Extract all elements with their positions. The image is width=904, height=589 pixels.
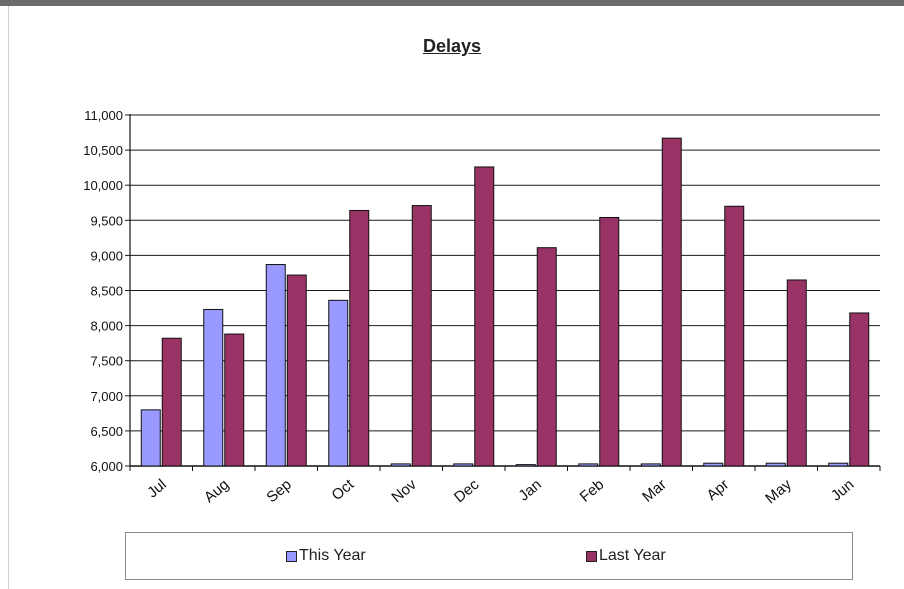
chart-title: Delays — [422, 36, 482, 56]
bar-last-year — [411, 205, 432, 467]
x-tick-label: Mar — [639, 476, 670, 506]
bar-this-year — [765, 462, 786, 467]
legend-item-this-year: This Year — [286, 547, 366, 565]
bar-last-year — [349, 209, 370, 467]
bar-this-year — [515, 464, 536, 467]
bar-last-year — [786, 279, 807, 467]
y-tick-label: 8,500 — [90, 284, 123, 299]
y-tick-label: 6,500 — [90, 424, 123, 439]
bar-last-year — [286, 274, 307, 467]
x-tick-label: Dec — [451, 476, 483, 506]
bar-this-year — [203, 308, 224, 467]
bar-this-year — [578, 463, 599, 467]
y-tick-label: 10,500 — [83, 143, 123, 158]
bar-this-year — [703, 462, 724, 467]
x-tick-label: Aug — [201, 476, 232, 506]
legend-swatch-last-year — [586, 550, 597, 562]
window-top-bar — [0, 0, 904, 6]
legend-swatch-this-year — [286, 550, 297, 562]
y-tick-label: 9,000 — [90, 248, 123, 263]
y-tick-label: 10,000 — [83, 178, 123, 193]
bar-this-year — [453, 463, 474, 467]
x-tick-label: Sep — [263, 476, 294, 506]
bar-this-year — [265, 264, 286, 467]
legend-label-last-year: Last Year — [599, 547, 666, 564]
y-tick-label: 8,000 — [90, 319, 123, 334]
y-tick-label: 9,500 — [90, 213, 123, 228]
bar-last-year — [224, 333, 245, 467]
x-tick-label: Nov — [388, 476, 420, 506]
x-tick-label: Feb — [577, 476, 608, 506]
bar-this-year — [140, 409, 161, 467]
bar-last-year — [161, 337, 182, 467]
window-left-edge — [8, 6, 9, 589]
bar-this-year — [640, 463, 661, 467]
y-tick-label: 7,500 — [90, 354, 123, 369]
y-tick-label: 7,000 — [90, 389, 123, 404]
bar-this-year — [328, 299, 349, 467]
x-tick-label: Apr — [704, 476, 733, 504]
legend-label-this-year: This Year — [299, 547, 366, 564]
x-tick-label: Jun — [828, 476, 857, 505]
y-tick-label: 6,000 — [90, 459, 123, 474]
x-tick-label: Jan — [515, 476, 544, 505]
bar-last-year — [599, 216, 620, 467]
bar-this-year — [390, 463, 411, 467]
x-tick-label: May — [762, 476, 795, 508]
chart-legend: This Year Last Year — [125, 532, 853, 580]
bar-last-year — [474, 166, 495, 467]
x-tick-label: Oct — [329, 476, 358, 505]
bar-last-year — [724, 205, 745, 467]
y-tick-label: 11,000 — [84, 108, 123, 123]
legend-item-last-year: Last Year — [586, 547, 666, 565]
bar-this-year — [828, 462, 849, 467]
bar-last-year — [661, 137, 682, 467]
x-tick-label: Jul — [144, 476, 170, 501]
bar-last-year — [849, 312, 870, 467]
bar-last-year — [536, 247, 557, 467]
